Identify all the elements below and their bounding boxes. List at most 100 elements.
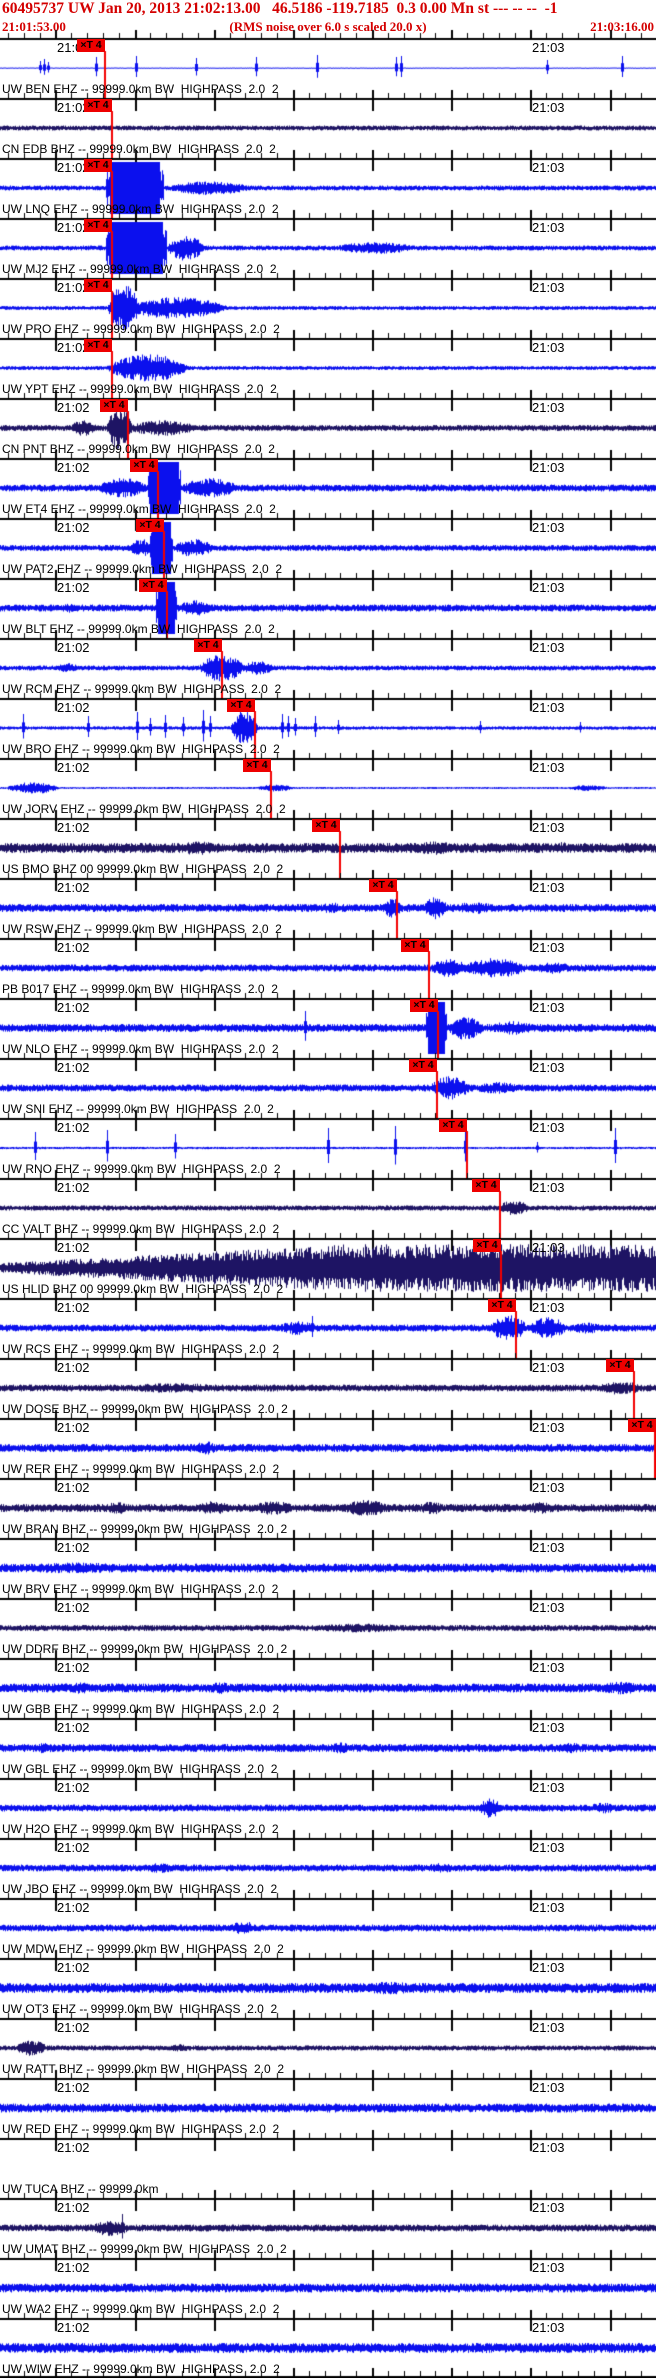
- trace-row[interactable]: 21:02 21:03 ×T 4 UW BLT EHZ -- 99999.0km…: [0, 578, 656, 638]
- trace-row[interactable]: 21:02 21:03 ×T 4 UW RSW EHZ -- 99999.0km…: [0, 878, 656, 938]
- tick-label-2102: 21:02: [57, 700, 90, 715]
- trace-row[interactable]: 21:02 21:03 ×T 4 UW JORV EHZ -- 99999.0k…: [0, 758, 656, 818]
- trace-row[interactable]: 21:02 21:03 UW GBL EHZ -- 99999.0km BW H…: [0, 1718, 656, 1778]
- trace-row[interactable]: 21:02 21:03 ×T 4 UW RNO EHZ -- 99999.0km…: [0, 1118, 656, 1178]
- trace-row[interactable]: 21:02 21:03 UW OT3 EHZ -- 99999.0km BW H…: [0, 1958, 656, 2018]
- tick-label-2103: 21:03: [532, 160, 565, 175]
- pick-flag[interactable]: ×T 4: [84, 219, 112, 232]
- trace-row[interactable]: 21:02 21:03 ×T 4 PB B017 EHZ -- 99999.0k…: [0, 938, 656, 998]
- tick-label-2102: 21:02: [57, 2020, 90, 2035]
- trace-row[interactable]: 21:02 21:03 ×T 4 CC VALT BHZ -- 99999.0k…: [0, 1178, 656, 1238]
- pick-flag[interactable]: ×T 4: [84, 339, 112, 352]
- pick-flag[interactable]: ×T 4: [473, 1239, 501, 1252]
- pick-flag[interactable]: ×T 4: [84, 99, 112, 112]
- trace-row[interactable]: 21:02 21:03 ×T 4 UW SNI EHZ -- 99999.0km…: [0, 1058, 656, 1118]
- station-label: UW MDW EHZ -- 99999.0km BW HIGHPASS 2.0 …: [2, 1942, 284, 1956]
- tick-label-2103: 21:03: [532, 940, 565, 955]
- pick-flag[interactable]: ×T 4: [409, 1059, 437, 1072]
- pick-flag[interactable]: ×T 4: [139, 579, 167, 592]
- trace-row[interactable]: 21:02 21:03 ×T 4 UW BEN EHZ -- 99999.0km…: [0, 38, 656, 98]
- trace-row[interactable]: 21:02 21:03 ×T 4 UW RCM EHZ -- 99999.0km…: [0, 638, 656, 698]
- pick-flag[interactable]: ×T 4: [243, 759, 271, 772]
- pick-flag[interactable]: ×T 4: [439, 1119, 467, 1132]
- station-label: UW PAT2 EHZ -- 99999.0km BW HIGHPASS 2.0…: [2, 562, 283, 576]
- trace-row[interactable]: 21:02 21:03 UW GBB EHZ -- 99999.0km BW H…: [0, 1658, 656, 1718]
- trace-row[interactable]: 21:02 21:03 ×T 4 US BMO BHZ 00 99999.0km…: [0, 818, 656, 878]
- pick-flag[interactable]: ×T 4: [628, 1419, 656, 1432]
- tick-label-2103: 21:03: [532, 400, 565, 415]
- tick-label-2102: 21:02: [57, 1060, 90, 1075]
- trace-row[interactable]: 21:02 21:03 ×T 4 CN PNT BHZ -- 99999.0km…: [0, 398, 656, 458]
- trace-row[interactable]: 21:02 21:03 ×T 4 UW BRO EHZ -- 99999.0km…: [0, 698, 656, 758]
- trace-row[interactable]: 21:02 21:03 ×T 4 UW NLO EHZ -- 99999.0km…: [0, 998, 656, 1058]
- tick-label-2102: 21:02: [57, 1300, 90, 1315]
- pick-flag[interactable]: ×T 4: [227, 699, 255, 712]
- tick-label-2103: 21:03: [532, 100, 565, 115]
- station-label: UW RED EHZ -- 99999.0km BW HIGHPASS 2.0 …: [2, 2122, 280, 2136]
- trace-row[interactable]: 21:02 21:03 UW MDW EHZ -- 99999.0km BW H…: [0, 1898, 656, 1958]
- station-label: UW JORV EHZ -- 99999.0km BW HIGHPASS 2.0…: [2, 802, 286, 816]
- trace-row[interactable]: 21:02 21:03 UW BRAN BHZ -- 99999.0km BW …: [0, 1478, 656, 1538]
- trace-row[interactable]: 21:02 21:03 ×T 4 UW LNQ EHZ -- 99999.0km…: [0, 158, 656, 218]
- station-label: UW RSW EHZ -- 99999.0km BW HIGHPASS 2.0 …: [2, 922, 282, 936]
- tick-label-2103: 21:03: [532, 1480, 565, 1495]
- tick-label-2103: 21:03: [532, 760, 565, 775]
- tick-label-2102: 21:02: [57, 280, 90, 295]
- trace-row[interactable]: 21:02 21:03 UW H2O EHZ -- 99999.0km BW H…: [0, 1778, 656, 1838]
- pick-flag[interactable]: ×T 4: [84, 279, 112, 292]
- tick-label-2102: 21:02: [57, 1720, 90, 1735]
- pick-flag[interactable]: ×T 4: [312, 819, 340, 832]
- tick-label-2102: 21:02: [57, 1180, 90, 1195]
- trace-row[interactable]: 21:02 21:03 ×T 4 CN EDB BHZ -- 99999.0km…: [0, 98, 656, 158]
- tick-label-2102: 21:02: [57, 580, 90, 595]
- trace-row[interactable]: 21:02 21:03 UW RATT BHZ -- 99999.0km BW …: [0, 2018, 656, 2078]
- trace-row[interactable]: 21:02 21:03 ×T 4 UW RER EHZ -- 99999.0km…: [0, 1418, 656, 1478]
- tick-label-2102: 21:02: [57, 2200, 90, 2215]
- pick-flag[interactable]: ×T 4: [488, 1299, 516, 1312]
- trace-row[interactable]: 21:02 21:03 UW TUCA BHZ -- 99999.0km: [0, 2138, 656, 2198]
- pick-flag[interactable]: ×T 4: [136, 519, 164, 532]
- pick-flag[interactable]: ×T 4: [472, 1179, 500, 1192]
- trace-row[interactable]: 21:02 21:03 UW JBO EHZ -- 99999.0km BW H…: [0, 1838, 656, 1898]
- pick-flag[interactable]: ×T 4: [100, 399, 128, 412]
- trace-row[interactable]: 21:02 21:03 UW DDRF BHZ -- 99999.0km BW …: [0, 1598, 656, 1658]
- trace-row[interactable]: 21:02 21:03 ×T 4 UW RCS EHZ -- 99999.0km…: [0, 1298, 656, 1358]
- trace-row[interactable]: 21:02 21:03 ×T 4 UW PRO EHZ -- 99999.0km…: [0, 278, 656, 338]
- tick-label-2103: 21:03: [532, 2320, 565, 2335]
- tick-label-2103: 21:03: [532, 460, 565, 475]
- pick-flag[interactable]: ×T 4: [410, 999, 438, 1012]
- trace-row[interactable]: 21:02 21:03 ×T 4 US HLID BHZ 00 99999.0k…: [0, 1238, 656, 1298]
- trace-row[interactable]: 21:02 21:03 UW UMAT BHZ -- 99999.0km BW …: [0, 2198, 656, 2258]
- trace-row[interactable]: 21:02 21:03 ×T 4 UW MJ2 EHZ -- 99999.0km…: [0, 218, 656, 278]
- trace-row[interactable]: 21:02 21:03 ×T 4 UW ET4 EHZ -- 99999.0km…: [0, 458, 656, 518]
- tick-label-2103: 21:03: [532, 1240, 565, 1255]
- trace-row[interactable]: 21:02 21:03 UW BRV EHZ -- 99999.0km BW H…: [0, 1538, 656, 1598]
- tick-label-2102: 21:02: [57, 1840, 90, 1855]
- pick-flag[interactable]: ×T 4: [369, 879, 397, 892]
- trace-row[interactable]: 21:02 21:03 UW RED EHZ -- 99999.0km BW H…: [0, 2078, 656, 2138]
- tick-label-2103: 21:03: [532, 1960, 565, 1975]
- station-label: UW NLO EHZ -- 99999.0km BW HIGHPASS 2.0 …: [2, 1042, 279, 1056]
- tick-label-2102: 21:02: [57, 400, 90, 415]
- trace-row[interactable]: 21:02 21:03 ×T 4 UW PAT2 EHZ -- 99999.0k…: [0, 518, 656, 578]
- pick-flag[interactable]: ×T 4: [194, 639, 222, 652]
- pick-flag[interactable]: ×T 4: [606, 1359, 634, 1372]
- tick-label-2102: 21:02: [57, 2320, 90, 2335]
- trace-row[interactable]: 21:02 21:03 UW WIW EHZ -- 99999.0km BW H…: [0, 2318, 656, 2378]
- pick-flag[interactable]: ×T 4: [84, 159, 112, 172]
- tick-label-2103: 21:03: [532, 1120, 565, 1135]
- tick-label-2103: 21:03: [532, 40, 565, 55]
- pick-flag[interactable]: ×T 4: [401, 939, 429, 952]
- trace-row[interactable]: 21:02 21:03 ×T 4 UW DOSE BHZ -- 99999.0k…: [0, 1358, 656, 1418]
- tick-label-2103: 21:03: [532, 1840, 565, 1855]
- trace-row[interactable]: 21:02 21:03 ×T 4 UW YPT EHZ -- 99999.0km…: [0, 338, 656, 398]
- tick-label-2103: 21:03: [532, 1720, 565, 1735]
- tick-label-2103: 21:03: [532, 820, 565, 835]
- pick-flag[interactable]: ×T 4: [130, 459, 158, 472]
- tick-label-2103: 21:03: [532, 1780, 565, 1795]
- station-label: UW PRO EHZ -- 99999.0km BW HIGHPASS 2.0 …: [2, 322, 280, 336]
- pick-flag[interactable]: ×T 4: [77, 39, 105, 52]
- trace-row[interactable]: 21:02 21:03 UW WA2 EHZ -- 99999.0km BW H…: [0, 2258, 656, 2318]
